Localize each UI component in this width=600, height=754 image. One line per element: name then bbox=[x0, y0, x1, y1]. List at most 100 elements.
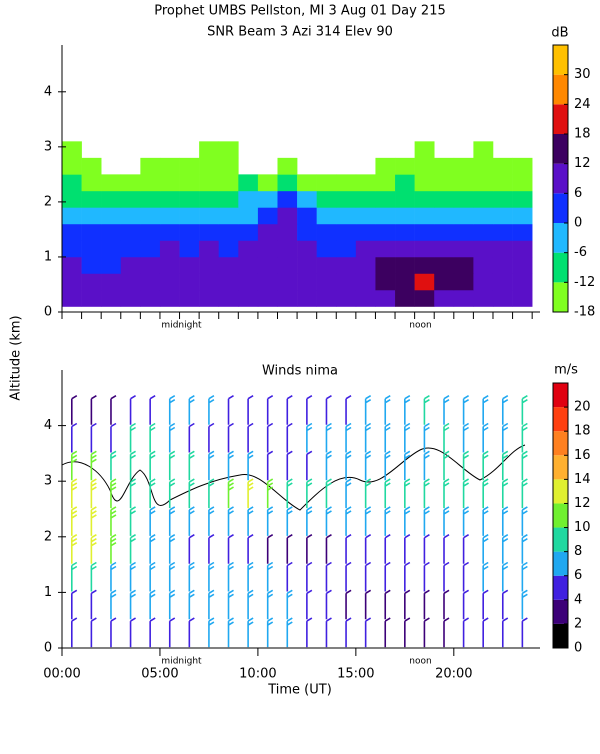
heatmap-cell bbox=[316, 289, 337, 307]
heatmap-cell bbox=[218, 174, 239, 192]
heatmap-cell bbox=[414, 223, 435, 241]
wind-barb bbox=[364, 395, 372, 425]
wind-barb bbox=[90, 534, 97, 564]
wind-barb bbox=[188, 450, 195, 481]
wind-barb bbox=[482, 561, 489, 592]
wind-barb bbox=[286, 450, 293, 481]
colorbar-tick-label: -12 bbox=[574, 275, 595, 290]
wind-barb bbox=[208, 534, 215, 564]
wind-barb bbox=[306, 422, 313, 453]
wind-barb bbox=[443, 450, 450, 481]
wind-barb bbox=[384, 506, 391, 536]
annotation: noon bbox=[409, 321, 431, 331]
heatmap-cell bbox=[159, 223, 180, 241]
wind-barb bbox=[404, 450, 411, 481]
heatmap-cell bbox=[316, 256, 337, 274]
heatmap-cell bbox=[434, 240, 455, 258]
wind-barb bbox=[168, 561, 176, 592]
wind-barb bbox=[90, 617, 97, 648]
wind-barb bbox=[110, 534, 117, 564]
wind-barb bbox=[501, 617, 509, 648]
heatmap-cell bbox=[179, 190, 200, 208]
heatmap-cell bbox=[375, 256, 396, 274]
y-tick-label: 3 bbox=[44, 139, 52, 154]
wind-barb bbox=[325, 534, 332, 564]
wind-barb bbox=[227, 422, 234, 453]
wind-barb bbox=[306, 617, 313, 648]
wind-barb bbox=[443, 561, 450, 592]
heatmap-cell bbox=[120, 273, 141, 291]
heatmap-cell bbox=[395, 207, 415, 225]
wind-barb bbox=[364, 478, 372, 509]
wind-barb bbox=[462, 478, 470, 509]
wind-barb bbox=[364, 450, 372, 481]
heatmap-cell bbox=[375, 240, 396, 258]
wind-barb bbox=[149, 561, 156, 592]
heatmap-cell bbox=[199, 207, 220, 225]
heatmap-cell bbox=[218, 223, 239, 241]
heatmap-cell bbox=[355, 240, 376, 258]
heatmap-cell bbox=[492, 256, 513, 274]
wind-barb bbox=[149, 506, 156, 536]
heatmap-cell bbox=[62, 141, 82, 159]
wind-barb bbox=[286, 395, 293, 425]
wind-barb bbox=[482, 589, 489, 620]
heatmap-cell bbox=[199, 289, 220, 307]
heatmap-cell bbox=[434, 157, 455, 175]
x-tick-label: 20:00 bbox=[435, 667, 472, 682]
wind-barb bbox=[129, 450, 136, 481]
heatmap-cell bbox=[473, 223, 494, 241]
colorbar-segment bbox=[553, 527, 568, 552]
colorbar-segment bbox=[553, 45, 568, 75]
heatmap-cell bbox=[179, 223, 200, 241]
wind-barb bbox=[266, 422, 274, 453]
wind-barb bbox=[501, 450, 509, 481]
wind-barb bbox=[345, 617, 352, 648]
heatmap-cell bbox=[277, 240, 298, 258]
wind-barb bbox=[266, 395, 274, 425]
colorbar-tick-label: 18 bbox=[574, 127, 591, 142]
colorbar-tick-label: 8 bbox=[574, 544, 582, 559]
colorbar-tick-label: 20 bbox=[574, 400, 591, 415]
wind-barb bbox=[384, 617, 391, 648]
heatmap-cell bbox=[81, 240, 102, 258]
wind-barb bbox=[208, 395, 215, 425]
heatmap-cell bbox=[81, 256, 102, 274]
heatmap-cell bbox=[492, 174, 513, 192]
x-tick-label: 00:00 bbox=[43, 667, 80, 682]
wind-barb bbox=[188, 478, 195, 509]
heatmap-cell bbox=[492, 223, 513, 241]
wind-barb bbox=[521, 561, 528, 592]
heatmap-cell bbox=[434, 273, 455, 291]
wind-barb bbox=[501, 478, 509, 509]
wind-barb bbox=[168, 589, 176, 620]
heatmap-cell bbox=[395, 240, 415, 258]
y-tick-label: 1 bbox=[44, 585, 52, 600]
wind-barb bbox=[482, 450, 489, 481]
colorbar-tick-label: 30 bbox=[574, 67, 591, 82]
wind-barb bbox=[227, 561, 234, 592]
wind-barb bbox=[149, 617, 156, 648]
heatmap-cell bbox=[375, 190, 396, 208]
wind-barb bbox=[149, 395, 156, 425]
panel-title: Winds nima bbox=[262, 364, 338, 379]
wind-barb bbox=[501, 534, 509, 564]
heatmap-cell bbox=[473, 141, 494, 159]
heatmap-cell bbox=[257, 256, 278, 274]
heatmap-cell bbox=[199, 157, 220, 175]
heatmap-cell bbox=[434, 174, 455, 192]
wind-barb bbox=[364, 589, 372, 620]
wind-barb bbox=[168, 506, 176, 536]
wind-barb bbox=[110, 617, 117, 648]
heatmap-cell bbox=[159, 289, 180, 307]
wind-barb bbox=[266, 561, 274, 592]
heatmap-cell bbox=[512, 190, 533, 208]
heatmap-cell bbox=[414, 141, 435, 159]
heatmap-cell bbox=[199, 256, 220, 274]
y-tick-label: 2 bbox=[44, 194, 52, 209]
annotation: noon bbox=[409, 657, 431, 667]
heatmap-cell bbox=[355, 289, 376, 307]
colorbar-segment bbox=[553, 104, 568, 134]
wind-barb bbox=[70, 534, 78, 564]
heatmap-cell bbox=[179, 289, 200, 307]
